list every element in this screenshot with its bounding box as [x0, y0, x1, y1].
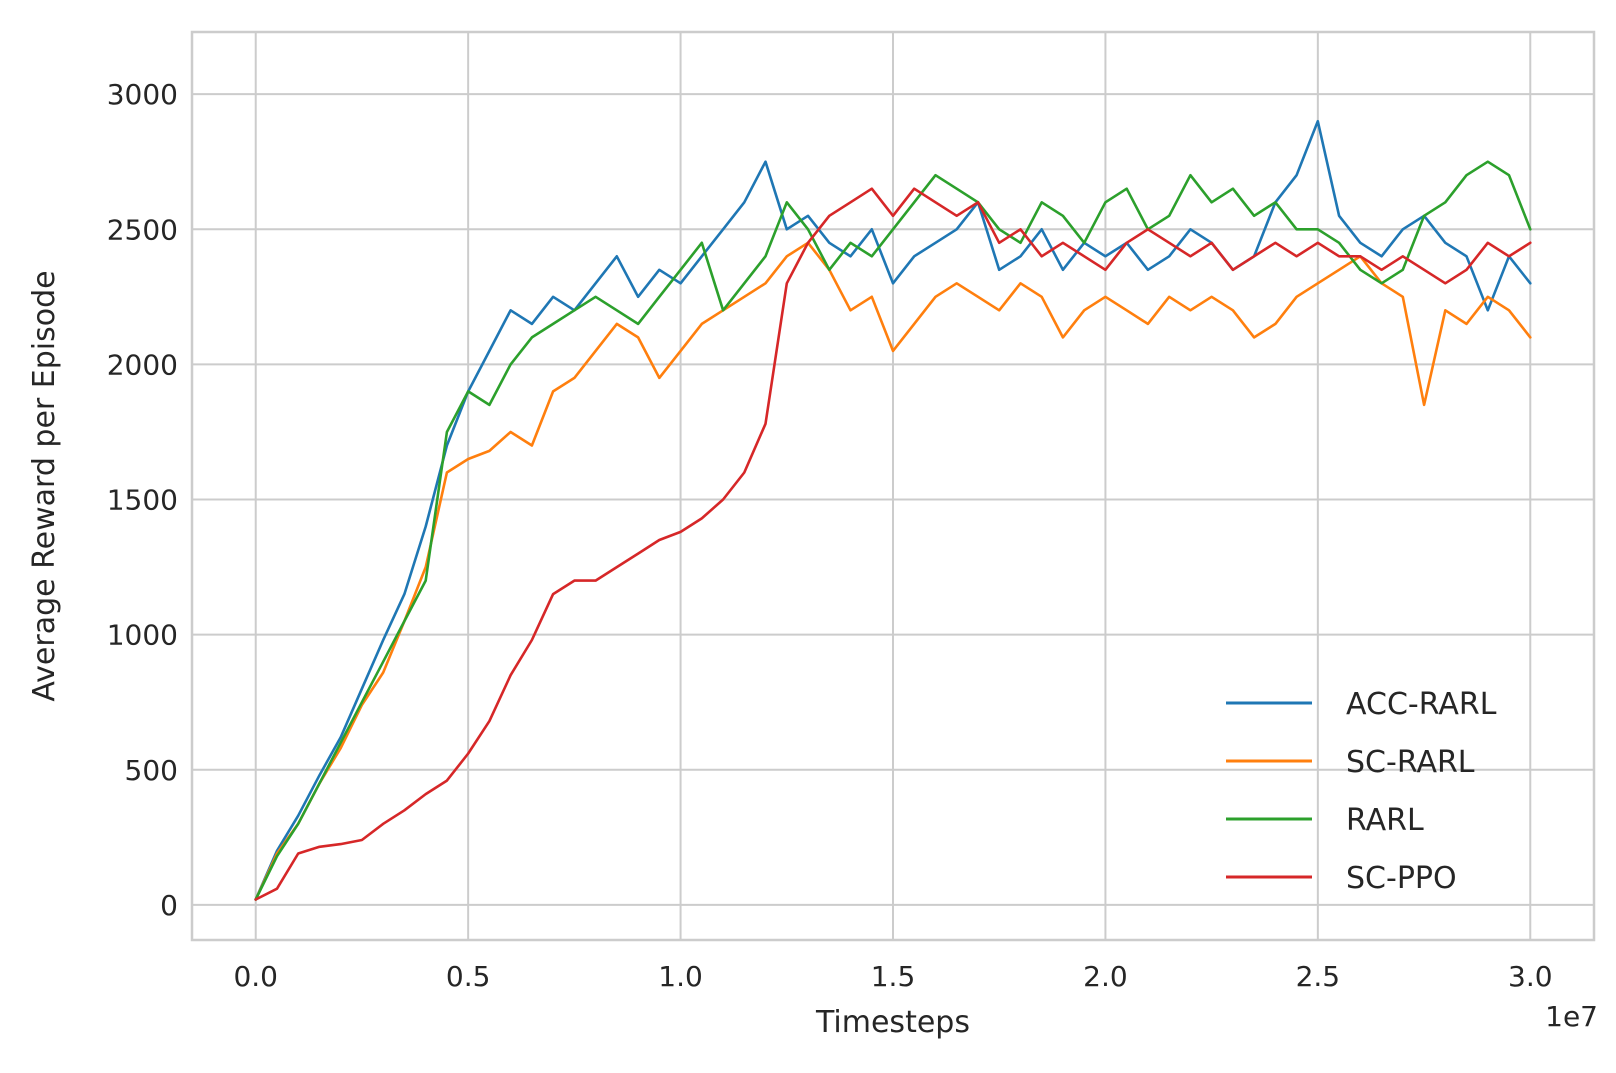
legend-label: SC-PPO	[1346, 861, 1457, 896]
x-tick-label: 2.0	[1083, 960, 1128, 993]
y-tick-label: 2500	[107, 213, 178, 246]
legend-item-acc-rarl: ACC-RARL	[1226, 687, 1497, 722]
x-tick-label: 0.0	[233, 960, 278, 993]
x-axis-offset-label: 1e7	[1545, 1000, 1598, 1033]
y-tick-label: 0	[160, 889, 178, 922]
y-tick-label: 500	[125, 754, 178, 787]
legend: ACC-RARL SC-RARL RARL SC-PPO	[1226, 687, 1497, 896]
y-tick-label: 1500	[107, 484, 178, 517]
y-tick-label: 2000	[107, 348, 178, 381]
y-tick-label: 3000	[107, 78, 178, 111]
legend-label: RARL	[1346, 803, 1424, 838]
legend-item-sc-ppo: SC-PPO	[1226, 861, 1457, 896]
legend-item-rarl: RARL	[1226, 803, 1424, 838]
x-tick-label: 1.5	[871, 960, 916, 993]
legend-item-sc-rarl: SC-RARL	[1226, 745, 1475, 780]
series-line-sc-ppo	[254, 187, 1532, 901]
x-axis-label: Timesteps	[815, 1005, 970, 1040]
x-tick-label: 2.5	[1296, 960, 1341, 993]
legend-label: SC-RARL	[1346, 745, 1475, 780]
series-line-rarl	[254, 160, 1532, 901]
x-tick-label: 1.0	[658, 960, 703, 993]
series-line-sc-rarl	[254, 241, 1532, 901]
series-layer	[254, 119, 1532, 901]
x-tick-label: 0.5	[446, 960, 491, 993]
x-tick-labels: 0.0 0.5 1.0 1.5 2.0 2.5 3.0	[233, 960, 1552, 993]
y-tick-labels: 0 500 1000 1500 2000 2500 3000	[107, 78, 178, 922]
y-tick-label: 1000	[107, 619, 178, 652]
x-tick-label: 3.0	[1508, 960, 1553, 993]
y-axis-label: Average Reward per Episode	[27, 270, 62, 701]
legend-label: ACC-RARL	[1346, 687, 1497, 722]
plot-frame	[190, 30, 1596, 942]
